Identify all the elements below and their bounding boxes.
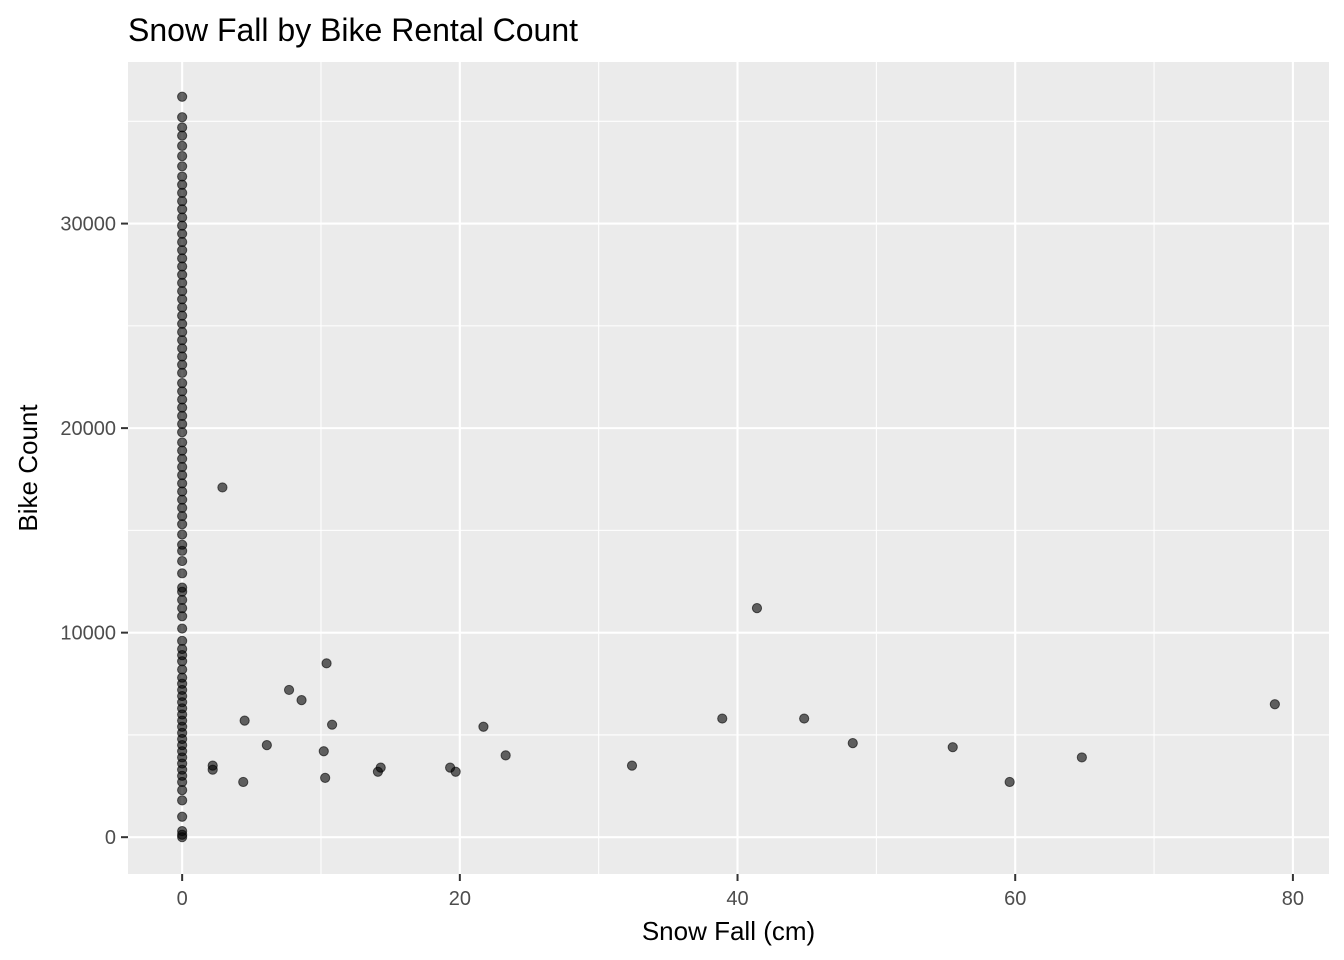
minor-gridlines: [128, 62, 1329, 874]
data-point: [283, 684, 295, 696]
x-tick-label: 40: [726, 888, 748, 910]
data-point: [177, 150, 188, 162]
data-point: [177, 529, 188, 540]
data-point: [217, 482, 228, 493]
data-point: [296, 695, 307, 706]
data-point: [375, 762, 386, 773]
data-point: [1076, 752, 1087, 763]
data-point: [500, 750, 511, 761]
data-point: [177, 635, 188, 646]
data-point: [177, 378, 188, 389]
data-point: [327, 719, 338, 730]
data-point: [177, 91, 188, 102]
y-tick-label: 0: [105, 827, 116, 849]
data-point: [947, 742, 958, 753]
data-point: [1004, 776, 1015, 788]
data-point: [177, 140, 188, 151]
data-point: [321, 658, 332, 669]
data-point: [717, 713, 728, 724]
data-point: [450, 766, 461, 777]
data-point: [261, 740, 272, 751]
y-tick-label: 10000: [60, 623, 116, 645]
data-point: [177, 811, 188, 822]
data-point: [177, 825, 188, 837]
data-point: [320, 772, 331, 783]
data-point: [177, 568, 188, 579]
data-point: [177, 112, 188, 123]
data-point: [239, 715, 250, 726]
data-points: [177, 91, 1280, 843]
data-point: [1269, 699, 1280, 710]
x-tick-label: 60: [1004, 888, 1026, 910]
y-axis: 0 10000 20000 30000: [60, 214, 128, 849]
chart-title: Snow Fall by Bike Rental Count: [128, 12, 578, 48]
data-point: [847, 737, 858, 749]
data-point: [177, 555, 188, 567]
data-point: [751, 603, 763, 614]
data-point: [177, 122, 188, 133]
data-point: [207, 760, 218, 771]
data-point: [177, 582, 188, 593]
data-point: [177, 161, 188, 172]
data-point: [478, 721, 489, 732]
data-point: [318, 746, 329, 757]
data-point: [177, 623, 188, 634]
y-axis-title: Bike Count: [13, 404, 43, 532]
data-point: [238, 776, 249, 788]
data-point: [177, 171, 188, 182]
x-axis-title: Snow Fall (cm): [642, 916, 815, 946]
x-axis: 0 20 40 60 80: [177, 874, 1304, 910]
data-point: [799, 713, 810, 724]
y-tick-label: 30000: [60, 214, 116, 236]
x-tick-label: 20: [449, 888, 471, 910]
y-tick-label: 20000: [60, 418, 116, 440]
plot-panel: [128, 62, 1329, 874]
data-point: [177, 437, 188, 448]
x-tick-label: 80: [1282, 888, 1304, 910]
data-point: [177, 539, 188, 550]
data-point: [626, 760, 638, 771]
data-point: [177, 795, 188, 806]
x-tick-label: 0: [177, 888, 188, 910]
